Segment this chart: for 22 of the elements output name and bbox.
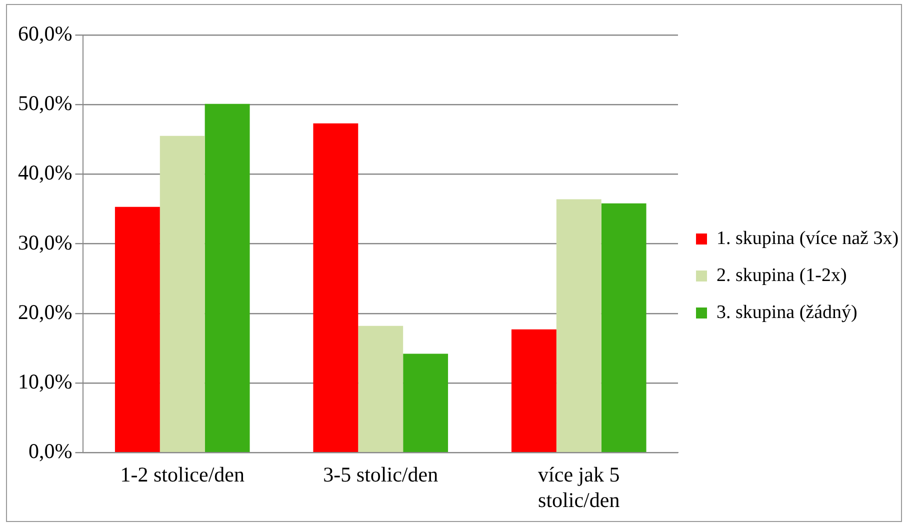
x-tick-label: více jak 5 stolic/den xyxy=(538,462,620,512)
legend-label: 1. skupina (více naž 3x) xyxy=(716,228,899,249)
bar xyxy=(403,354,448,452)
x-tick-label: 3-5 stolic/den xyxy=(323,462,439,487)
bar xyxy=(114,206,160,452)
x-tick-label: 1-2 stolice/den xyxy=(120,462,245,487)
bar xyxy=(160,136,205,452)
legend-label: 2. skupina (1-2x) xyxy=(716,264,847,286)
y-tick-label: 50,0% xyxy=(18,91,72,116)
y-tick-label: 60,0% xyxy=(18,22,72,46)
y-tick-label: 40,0% xyxy=(18,160,72,185)
bar xyxy=(313,123,358,452)
bar xyxy=(556,199,602,452)
bar xyxy=(601,203,646,452)
legend-label: 3. skupina (žádný) xyxy=(716,302,858,323)
y-tick-label: 10,0% xyxy=(18,370,72,394)
bar xyxy=(511,329,556,452)
y-tick-label: 0,0% xyxy=(28,439,72,464)
y-tick-label: 20,0% xyxy=(18,300,72,324)
bar xyxy=(204,104,250,452)
bar xyxy=(358,326,404,452)
y-tick-label: 30,0% xyxy=(18,230,72,254)
